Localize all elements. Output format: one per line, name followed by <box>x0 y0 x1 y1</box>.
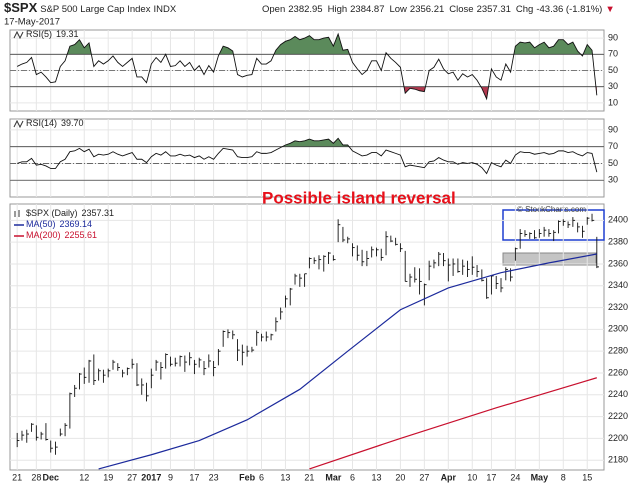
low-label: Low <box>389 4 407 15</box>
exchange: INDX <box>153 4 176 15</box>
annotation: Possible island reversal <box>262 188 456 207</box>
x-tick-label: Mar <box>325 472 342 482</box>
legend-entry: MA(200) 2255.61 <box>26 230 97 240</box>
legend-icon <box>13 30 24 40</box>
y-tick-label: 2320 <box>608 302 628 312</box>
legend-value: 2357.31 <box>82 208 115 218</box>
copyright: © StockCharts.com <box>517 205 586 214</box>
x-tick-label: Apr <box>441 472 457 482</box>
x-tick-label: 12 <box>79 472 89 482</box>
y-tick-label: 10 <box>608 97 618 107</box>
rsi14-frame <box>9 118 605 198</box>
high-value: 2384.87 <box>350 4 384 15</box>
legend-icon <box>13 119 24 129</box>
legend-name: $SPX (Daily) <box>26 208 78 218</box>
moving-average <box>98 253 597 470</box>
rsi-line <box>16 32 598 101</box>
x-tick-label: May <box>531 472 549 482</box>
x-tick-label: Dec <box>42 472 59 482</box>
y-tick-label: 2260 <box>608 367 628 377</box>
high-label: High <box>328 4 348 15</box>
y-tick-label: 2400 <box>608 215 628 225</box>
x-tick-label: 20 <box>395 472 405 482</box>
panel-legend: RSI(14) 39.70 <box>26 118 84 128</box>
low-value: 2356.21 <box>410 4 444 15</box>
y-tick-label: 2220 <box>608 411 628 421</box>
y-tick-label: 2200 <box>608 433 628 443</box>
y-tick-label: 30 <box>608 81 618 91</box>
x-tick-label: 15 <box>582 472 592 482</box>
y-tick-label: 2380 <box>608 237 628 247</box>
x-tick-label: 6 <box>259 472 264 482</box>
y-tick-label: 2240 <box>608 389 628 399</box>
overbought-fill <box>67 34 593 55</box>
symbol: $SPX <box>4 0 38 15</box>
legend-name: MA(200) <box>26 230 61 240</box>
index-name: S&P 500 Large Cap Index <box>40 4 150 15</box>
x-tick-label: Feb <box>239 472 256 482</box>
x-tick-label: 9 <box>168 472 173 482</box>
y-tick-label: 2180 <box>608 455 628 465</box>
y-tick-label: 70 <box>608 141 618 151</box>
legend-value: 39.70 <box>61 118 84 128</box>
legend-value: 2369.14 <box>60 219 93 229</box>
x-tick-label: 28 <box>31 472 41 482</box>
chg-label: Chg <box>516 4 533 15</box>
down-arrow: ▼ <box>605 4 614 15</box>
rsi-line <box>17 137 598 175</box>
x-tick-label: 17 <box>486 472 496 482</box>
header-title: $SPX S&P 500 Large Cap Index INDX <box>4 0 177 15</box>
legend-icon <box>14 210 20 217</box>
x-tick-label: 21 <box>304 472 314 482</box>
x-tick-label: 10 <box>467 472 477 482</box>
legend-name: MA(50) <box>26 219 56 229</box>
y-tick-label: 90 <box>608 32 618 42</box>
y-tick-label: 2280 <box>608 346 628 356</box>
close-value: 2357.31 <box>477 4 511 15</box>
close-label: Close <box>449 4 473 15</box>
x-tick-label: 13 <box>280 472 290 482</box>
y-tick-label: 70 <box>608 49 618 59</box>
x-tick-label: 19 <box>103 472 113 482</box>
legend-name: RSI(14) <box>26 118 57 128</box>
x-tick-label: 24 <box>510 472 520 482</box>
y-tick-label: 50 <box>608 158 618 168</box>
y-tick-label: 2300 <box>608 324 628 334</box>
x-tick-label: 27 <box>127 472 137 482</box>
legend-value: 19.31 <box>56 29 79 39</box>
x-tick-label: 23 <box>209 472 219 482</box>
overbought-fill <box>17 138 597 147</box>
moving-average <box>309 377 597 470</box>
gap-box <box>502 252 597 266</box>
legend-entry: $SPX (Daily) 2357.31 <box>26 208 114 218</box>
x-tick-label: 8 <box>561 472 566 482</box>
open-label: Open <box>262 4 285 15</box>
y-tick-label: 30 <box>608 175 618 185</box>
chg-value: -43.36 (-1.81%) <box>536 4 602 15</box>
header-quote: Open 2382.95 High 2384.87 Low 2356.21 Close 235… <box>262 4 615 15</box>
y-tick-label: 50 <box>608 65 618 75</box>
legend-entry: MA(50) 2369.14 <box>26 219 92 229</box>
x-tick-label: 27 <box>419 472 429 482</box>
x-tick-label: 6 <box>350 472 355 482</box>
y-tick-label: 2360 <box>608 258 628 268</box>
legend-value: 2255.61 <box>65 230 98 240</box>
legend-name: RSI(5) <box>26 29 52 39</box>
header-date: 17-May-2017 <box>4 17 60 28</box>
x-tick-label: 21 <box>12 472 22 482</box>
open-value: 2382.95 <box>288 4 322 15</box>
price-frame <box>9 203 605 471</box>
x-tick-label: 2017 <box>141 472 161 482</box>
x-tick-label: 17 <box>189 472 199 482</box>
y-tick-label: 90 <box>608 124 618 134</box>
x-tick-label: 13 <box>371 472 381 482</box>
panel-legend: RSI(5) 19.31 <box>26 29 79 39</box>
y-tick-label: 2340 <box>608 280 628 290</box>
